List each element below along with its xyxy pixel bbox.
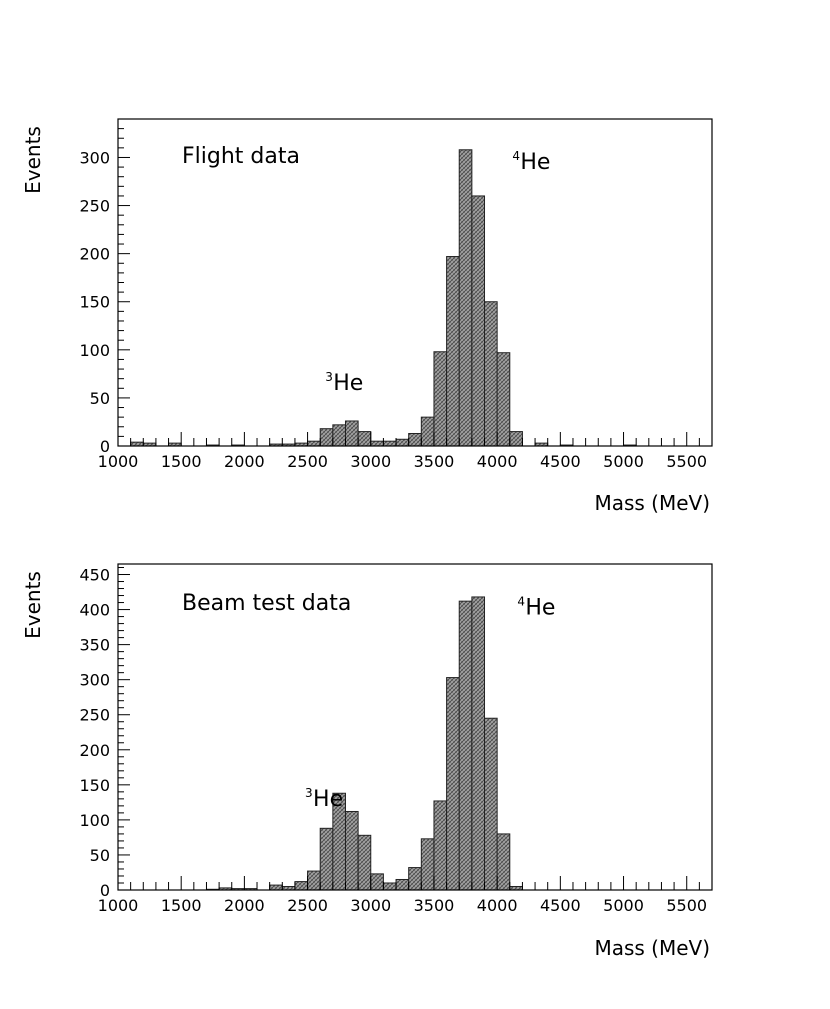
x-axis-label: Mass (MeV) (594, 936, 710, 960)
y-axis-label: Events (21, 126, 45, 194)
histogram-bar (471, 596, 486, 891)
histogram-bars (205, 596, 523, 891)
histogram-bar (344, 420, 359, 447)
histogram-bar (307, 870, 321, 891)
x-tick-label: 4500 (540, 896, 581, 915)
isotope-mass-number: 3 (325, 370, 333, 384)
y-axis-label: Events (21, 571, 45, 639)
axis-ticks: 1000 1500 2000 2500 3000 3500 4000 4500 5000 5500… (79, 118, 713, 471)
x-tick-label: 2000 (224, 452, 265, 471)
histogram-bar (446, 256, 460, 447)
x-tick-label: 4000 (477, 452, 518, 471)
histogram-bar (408, 432, 422, 447)
histogram-bar (382, 440, 397, 447)
y-tick-label: 100 (79, 811, 110, 830)
isotope-label: He (520, 150, 550, 175)
histogram-bar (357, 834, 372, 891)
histogram-bar (458, 600, 473, 891)
histogram-bar (471, 195, 486, 447)
histogram-bar (307, 440, 321, 447)
y-tick-label: 250 (79, 197, 110, 216)
histogram-bar (382, 882, 397, 891)
x-axis-label: Mass (MeV) (594, 491, 710, 515)
y-tick-label: 0 (100, 437, 110, 456)
histogram-bar (420, 838, 435, 891)
x-tick-label: 3000 (350, 452, 391, 471)
histogram-bar (433, 351, 448, 447)
histogram-bars (130, 149, 637, 447)
histogram-bar (496, 352, 511, 447)
x-tick-label: 1000 (98, 896, 139, 915)
histogram-bar (395, 438, 410, 447)
y-tick-label: 250 (79, 706, 110, 725)
x-tick-label: 1000 (98, 452, 139, 471)
x-tick-label: 2500 (287, 896, 328, 915)
y-tick-label: 450 (79, 566, 110, 585)
x-tick-label: 1500 (161, 452, 202, 471)
y-tick-label: 200 (79, 741, 110, 760)
isotope-label: He (333, 371, 363, 396)
y-tick-label: 100 (79, 341, 110, 360)
y-tick-label: 0 (100, 881, 110, 900)
y-tick-label: 350 (79, 636, 110, 655)
histogram-bar (357, 431, 372, 447)
histogram-bar (370, 873, 384, 891)
histogram-bar (294, 881, 309, 891)
plot-frame (117, 563, 713, 891)
y-tick-label: 300 (79, 148, 110, 167)
histogram-bar (408, 867, 422, 891)
flight-data-panel: 1000 1500 2000 2500 3000 3500 4000 4500 5000 5500… (21, 118, 713, 515)
x-tick-label: 2000 (224, 896, 265, 915)
y-tick-label: 200 (79, 245, 110, 264)
x-tick-label: 5000 (603, 452, 644, 471)
histogram-bar (332, 424, 346, 447)
x-tick-label: 3000 (350, 896, 391, 915)
beam-test-data-panel: 1000 1500 2000 2500 3000 3500 4000 4500 5000 5500… (21, 563, 713, 960)
histogram-bar (484, 301, 498, 447)
isotope-mass-number: 3 (305, 786, 313, 800)
histogram-bar (433, 800, 448, 891)
isotope-mass-number: 4 (517, 594, 525, 608)
y-tick-label: 150 (79, 293, 110, 312)
histogram-bar (446, 677, 460, 891)
x-tick-label: 3500 (414, 896, 455, 915)
y-tick-label: 400 (79, 601, 110, 620)
histogram-bar (319, 827, 334, 891)
histogram-bar (344, 810, 359, 891)
isotope-label: He (313, 787, 343, 812)
x-tick-label: 4500 (540, 452, 581, 471)
x-tick-label: 5000 (603, 896, 644, 915)
x-tick-label: 2500 (287, 452, 328, 471)
y-tick-label: 50 (90, 389, 110, 408)
x-tick-label: 3500 (414, 452, 455, 471)
y-tick-label: 300 (79, 671, 110, 690)
histogram-bar (509, 431, 523, 447)
panel-title: Beam test data (182, 591, 351, 616)
x-tick-label: 4000 (477, 896, 518, 915)
isotope-mass-number: 4 (512, 149, 520, 163)
histogram-bar (395, 878, 410, 891)
histogram-bar (458, 149, 473, 447)
histogram-bar (319, 428, 334, 447)
histogram-bar (370, 440, 384, 447)
histogram-bar (420, 416, 435, 447)
panel-title: Flight data (182, 144, 300, 169)
isotope-label: He (525, 595, 555, 620)
x-tick-label: 5500 (666, 452, 707, 471)
histogram-bar (496, 833, 511, 891)
histogram-bar (484, 717, 498, 891)
y-tick-label: 150 (79, 776, 110, 795)
axis-ticks: 1000 1500 2000 2500 3000 3500 4000 4500 5000 5500… (79, 566, 713, 915)
histogram-bar (269, 884, 283, 891)
y-tick-label: 50 (90, 846, 110, 865)
x-tick-label: 1500 (161, 896, 202, 915)
x-tick-label: 5500 (666, 896, 707, 915)
